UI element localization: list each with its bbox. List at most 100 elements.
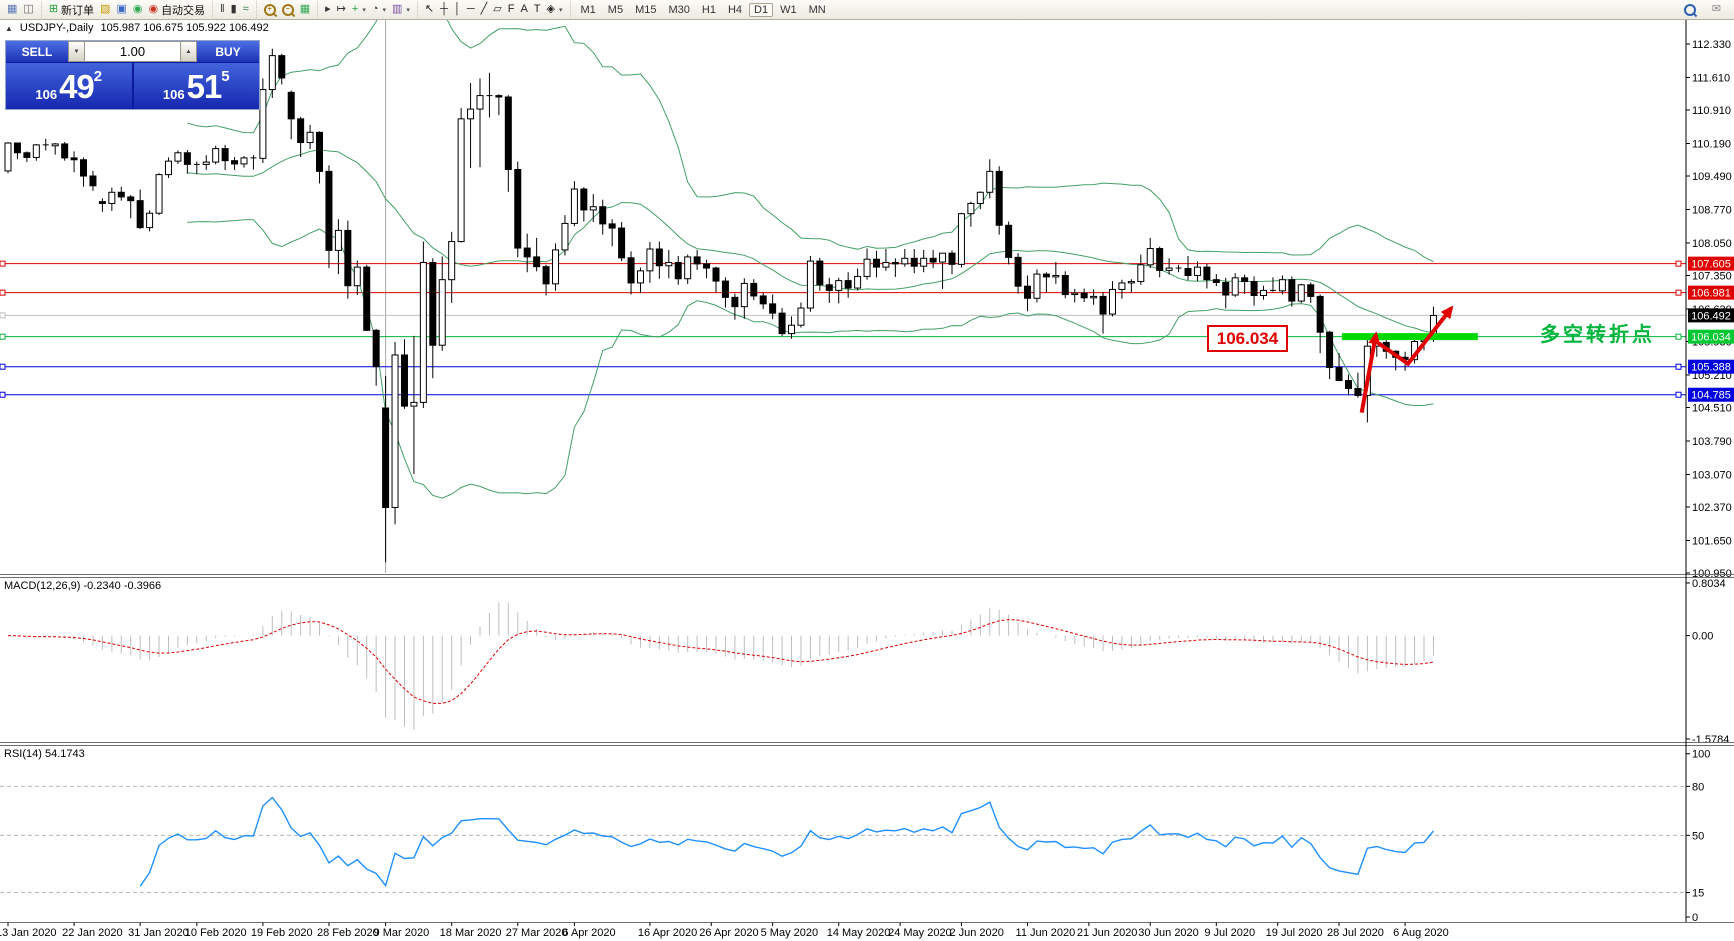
svg-text:27 Mar 2020: 27 Mar 2020: [506, 927, 568, 939]
periods-button[interactable]: ◔ ▾: [369, 3, 389, 16]
chart-style-bucket-icon[interactable]: ▨: [97, 3, 113, 16]
text-icon[interactable]: A: [517, 3, 530, 16]
chart-window-icon[interactable]: ▦: [4, 3, 20, 16]
sell-price-panel[interactable]: 106 49 2: [6, 63, 132, 109]
timeframe-h1-button[interactable]: H1: [701, 3, 716, 16]
templates-button-dropdown-icon[interactable]: ▾: [406, 6, 410, 14]
svg-text:50: 50: [1692, 830, 1704, 842]
text-label-icon[interactable]: T: [531, 3, 544, 16]
timeframe-w1-button[interactable]: W1: [780, 3, 797, 16]
chart-shift-icon[interactable]: ↦: [334, 3, 349, 16]
auto-scroll-icon[interactable]: ▸: [322, 3, 334, 16]
buy-price-sup: 5: [221, 68, 230, 85]
templates-glyph: ▥: [392, 3, 403, 15]
svg-text:22 Jan 2020: 22 Jan 2020: [62, 927, 123, 939]
sell-button[interactable]: SELL: [6, 41, 68, 62]
terminal-icon[interactable]: ▣: [113, 3, 129, 16]
svg-text:9 Jul 2020: 9 Jul 2020: [1204, 927, 1255, 939]
bars-chart-icon[interactable]: ‖: [217, 3, 228, 16]
svg-text:10 Feb 2020: 10 Feb 2020: [185, 927, 247, 939]
trend-arrow: [1375, 305, 1454, 367]
data-window-icon[interactable]: ◫: [20, 3, 36, 16]
buy-button[interactable]: BUY: [197, 41, 259, 62]
sell-price-big: 49: [59, 67, 95, 105]
svg-text:104.785: 104.785: [1691, 390, 1731, 402]
toolbar-group: ▸ ↦ + ▾ ◔ ▾ ▥ ▾: [317, 1, 417, 18]
timeframe-m30-button[interactable]: M30: [668, 3, 690, 16]
chart-symbol-period: USDJPY-,Daily: [19, 22, 94, 34]
equidistant-channel-icon[interactable]: ▱: [490, 3, 504, 16]
new-order-button-label: 新订单: [61, 4, 95, 17]
fibonacci-icon[interactable]: F: [505, 3, 518, 16]
svg-text:11 Jun 2020: 11 Jun 2020: [1016, 927, 1076, 939]
svg-text:103.790: 103.790: [1692, 436, 1732, 448]
svg-text:28 Jul 2020: 28 Jul 2020: [1327, 927, 1384, 939]
volume-increase-button[interactable]: ▲: [180, 41, 197, 62]
level-price-flag: 104.785: [1688, 387, 1734, 402]
horizontal-line-icon-glyph: ─: [466, 3, 475, 15]
trendline-icon[interactable]: ╱: [478, 3, 491, 16]
search-icon-glyph: [1683, 3, 1696, 16]
search-icon[interactable]: [1681, 3, 1699, 17]
signals-icon-glyph: ◉: [132, 3, 143, 15]
timeframe-d1-button[interactable]: D1: [749, 2, 774, 17]
crosshair-icon[interactable]: ┼: [437, 3, 451, 16]
svg-text:5 May 2020: 5 May 2020: [761, 927, 818, 939]
svg-text:110.190: 110.190: [1692, 138, 1731, 150]
svg-text:9 Mar 2020: 9 Mar 2020: [374, 927, 430, 939]
line-chart-icon[interactable]: ≈: [240, 3, 252, 16]
timeframe-m5-button[interactable]: M5: [607, 3, 624, 16]
arrows-tool-icon-dropdown-icon[interactable]: ▾: [558, 6, 563, 14]
svg-text:0.8034: 0.8034: [1692, 578, 1726, 590]
svg-text:106.034: 106.034: [1691, 332, 1731, 344]
cursor-icon[interactable]: ↖: [422, 3, 437, 16]
svg-text:106.981: 106.981: [1691, 288, 1731, 300]
price-annotation-box[interactable]: 106.034: [1207, 325, 1288, 352]
level-price-flag: 107.605: [1688, 256, 1734, 271]
timeframe-h4-button[interactable]: H4: [727, 3, 742, 16]
equidistant-channel-icon-glyph: ▱: [493, 3, 502, 15]
volume-decrease-button[interactable]: ▼: [68, 41, 85, 62]
svg-text:107.350: 107.350: [1692, 270, 1732, 282]
trendline-icon-glyph: ╱: [480, 3, 488, 15]
zoom-in-button[interactable]: +: [261, 3, 279, 17]
chat-icon[interactable]: ✉: [1709, 3, 1724, 16]
svg-text:100: 100: [1692, 749, 1710, 761]
indicators-button[interactable]: + ▾: [349, 3, 369, 16]
svg-text:80: 80: [1692, 781, 1704, 793]
indicators-button-dropdown-icon[interactable]: ▾: [362, 6, 366, 14]
arrows-tool-icon[interactable]: ◈ ▾: [544, 3, 566, 16]
buy-price-panel[interactable]: 106 51 5: [133, 63, 259, 109]
candles-chart-icon[interactable]: ▮: [228, 3, 240, 16]
zoom-out-button-glyph: −: [281, 3, 294, 16]
zoom-out-button[interactable]: −: [279, 3, 297, 17]
horizontal-line-icon[interactable]: ─: [464, 3, 478, 16]
vertical-line-icon[interactable]: │: [451, 3, 464, 16]
svg-text:112.330: 112.330: [1692, 39, 1731, 51]
autotrading-button[interactable]: ◉ 自动交易: [145, 1, 208, 19]
periods-glyph: ◔: [371, 3, 379, 15]
collapse-trade-widget-arrow[interactable]: ▲: [5, 23, 13, 33]
volume-input[interactable]: [85, 41, 180, 62]
chart-window-icon-glyph: ▦: [7, 3, 18, 15]
line-chart-icon-glyph: ≈: [242, 3, 249, 15]
timeframe-m1-button[interactable]: M1: [580, 3, 596, 16]
svg-text:19 Jul 2020: 19 Jul 2020: [1266, 927, 1323, 939]
autotrading-button-label: 自动交易: [161, 4, 206, 17]
toolbar-group: ↖ ┼ │ ─ ╱ ▱ F A T ◈ ▾: [416, 1, 570, 18]
candles-chart-icon-glyph: ▮: [230, 3, 237, 15]
templates-button[interactable]: ▥ ▾: [389, 3, 413, 16]
timeframe-m15-button[interactable]: M15: [635, 3, 657, 16]
periods-button-dropdown-icon[interactable]: ▾: [382, 6, 386, 14]
turning-point-label[interactable]: 多空转折点: [1540, 324, 1655, 346]
macd-signal-line: [7, 619, 1434, 704]
zoom-in-button-glyph: +: [263, 3, 276, 16]
auto-scroll-icon-glyph: ▸: [325, 3, 331, 15]
tile-windows-icon[interactable]: ▦: [297, 3, 313, 16]
signals-icon[interactable]: ◉: [130, 3, 146, 16]
svg-text:16 Apr 2020: 16 Apr 2020: [638, 927, 697, 939]
timeframe-mn-button[interactable]: MN: [808, 3, 826, 16]
new-order-button[interactable]: ⊞ 新订单: [46, 1, 97, 19]
